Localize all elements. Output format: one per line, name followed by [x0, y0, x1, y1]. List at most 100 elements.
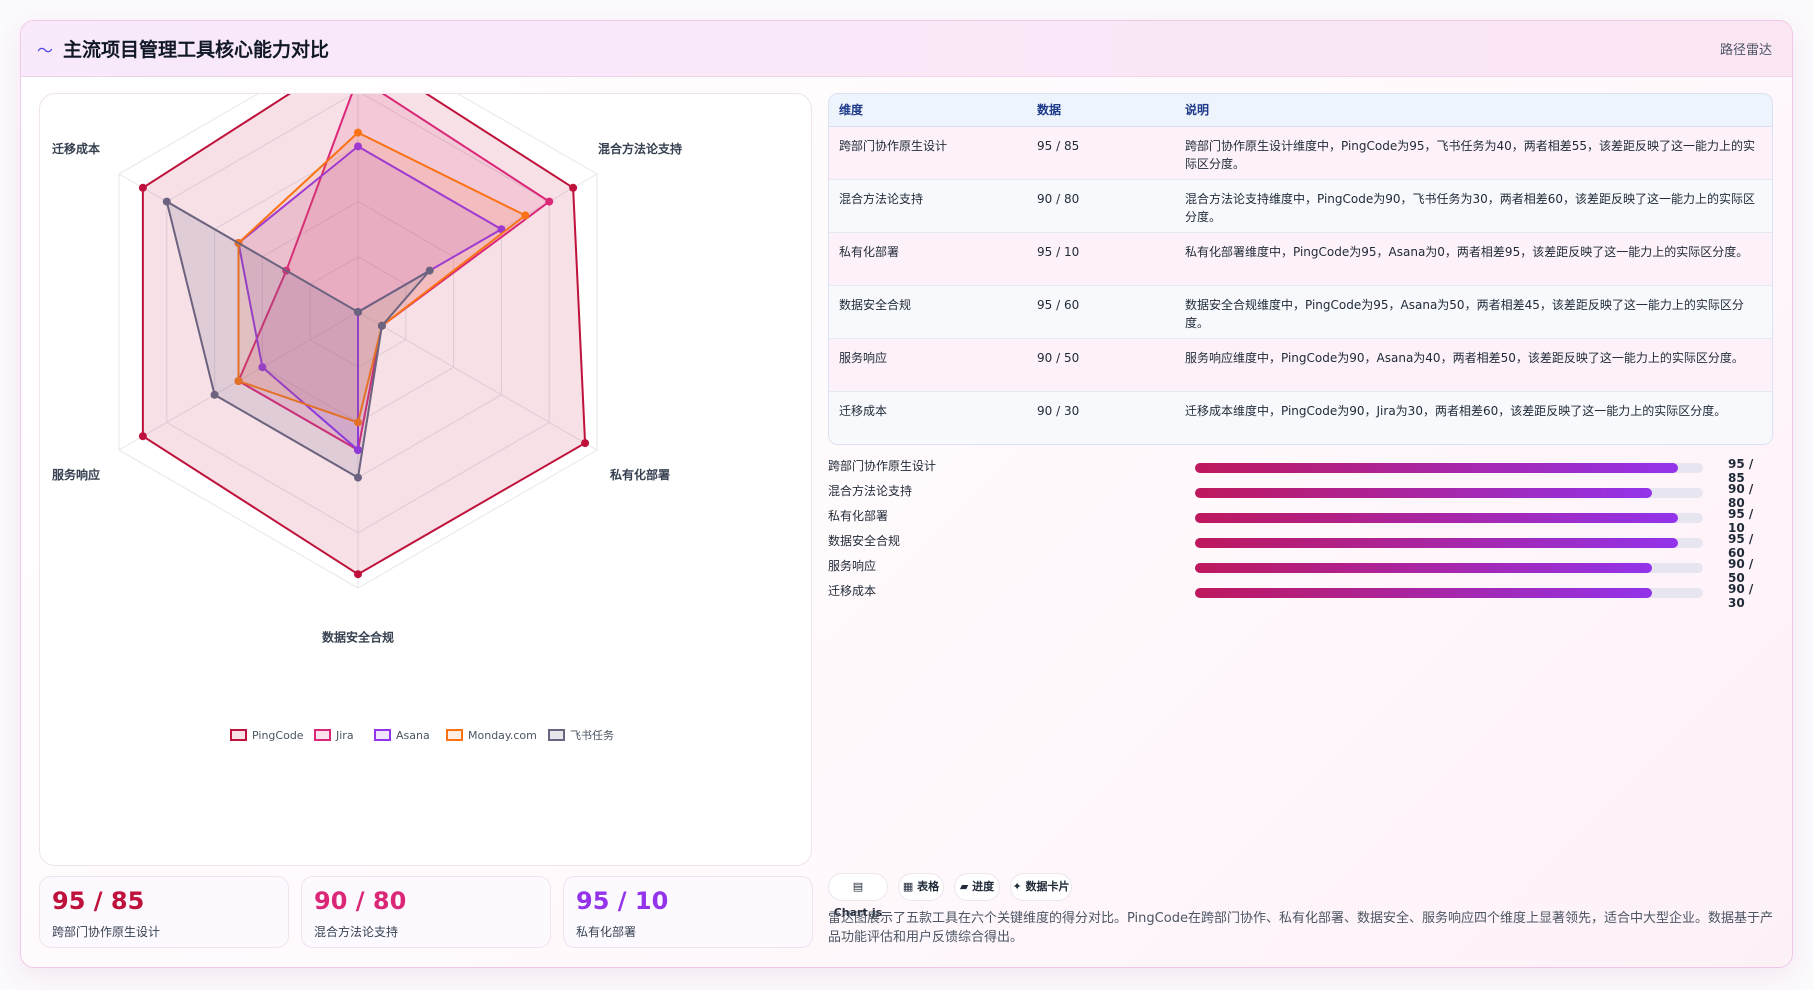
axis-label: 私有化部署 [609, 467, 670, 482]
legend-swatch [374, 729, 391, 741]
table-icon: ▦ [902, 880, 914, 893]
radar-chart: 跨部门协作原生设计混合方法论支持私有化部署数据安全合规服务响应迁移成本PingC… [52, 94, 682, 742]
stat-label: 私有化部署 [576, 925, 637, 939]
stat-card: 90 / 80 混合方法论支持 [301, 876, 551, 948]
chart-type-tag: 路径雷达 [1719, 43, 1772, 58]
cell-dimension: 混合方法论支持 [829, 179, 1027, 233]
progress-fill [1195, 488, 1653, 498]
progress-track [1195, 488, 1703, 498]
pill-label: 进度 [972, 880, 995, 893]
progress-value: 95 / 10 [1728, 507, 1754, 535]
progress-value: 90 / 30 [1728, 582, 1754, 610]
data-point [354, 308, 362, 316]
legend-swatch [446, 729, 463, 741]
cell-data: 95 / 85 [1027, 126, 1175, 180]
cell-desc: 混合方法论支持维度中，PingCode为90，飞书任务为30，两者相差60，该差… [1175, 179, 1772, 233]
progress-track [1195, 588, 1703, 598]
dashboard-card: 〜 主流项目管理工具核心能力对比 路径雷达 跨部门协作原生设计混合方法论支持私有… [20, 20, 1793, 968]
legend-label: 飞书任务 [570, 729, 614, 742]
progress-label: 混合方法论支持 [828, 484, 913, 498]
cell-desc: 跨部门协作原生设计维度中，PingCode为95，飞书任务为40，两者相差55，… [1175, 126, 1772, 180]
stat-value: 95 / 85 [52, 887, 145, 915]
legend-swatch [230, 729, 247, 741]
progress-label: 私有化部署 [828, 509, 889, 523]
progress-value: 90 / 80 [1728, 482, 1754, 510]
pill-label: 表格 [917, 880, 940, 893]
progress-value: 95 / 85 [1728, 457, 1754, 485]
progress-label: 跨部门协作原生设计 [828, 459, 937, 473]
cell-data: 90 / 50 [1027, 338, 1175, 392]
progress-row: 混合方法论支持 90 / 80 [828, 478, 1773, 510]
axis-label: 混合方法论支持 [598, 141, 682, 156]
progress-label: 数据安全合规 [828, 534, 901, 548]
cell-desc: 迁移成本维度中，PingCode为90，Jira为30，两者相差60，该差距反映… [1175, 391, 1772, 444]
progress-row: 迁移成本 90 / 30 [828, 578, 1773, 610]
pill-card[interactable]: ✦ 数据卡片 [1010, 873, 1072, 901]
data-point [354, 128, 362, 137]
card-header: 〜 主流项目管理工具核心能力对比 路径雷达 [21, 21, 1792, 77]
progress-row: 私有化部署 95 / 10 [828, 503, 1773, 535]
progress-fill [1195, 563, 1653, 573]
data-point [545, 197, 554, 206]
axis-label: 迁移成本 [52, 141, 100, 156]
data-point [258, 363, 267, 372]
pill-label: Chart.js [833, 906, 883, 919]
data-point [354, 570, 362, 579]
data-point [377, 321, 386, 330]
table-row: 迁移成本 90 / 30 迁移成本维度中，PingCode为90，Jira为30… [829, 391, 1772, 444]
data-point [354, 446, 362, 454]
table-row: 数据安全合规 95 / 60 数据安全合规维度中，PingCode为95，Asa… [829, 285, 1772, 339]
progress-row: 数据安全合规 95 / 60 [828, 528, 1773, 560]
progress-label: 迁移成本 [828, 584, 877, 598]
progress-icon: ▰ [959, 880, 969, 893]
pill-table[interactable]: ▦ 表格 [898, 873, 944, 901]
progress-track [1195, 513, 1703, 523]
cell-desc: 私有化部署维度中，PingCode为95，Asana为0，两者相差95，该差距反… [1175, 232, 1772, 286]
legend-swatch [548, 729, 565, 741]
stat-label: 跨部门协作原生设计 [52, 925, 161, 939]
cell-dimension: 数据安全合规 [829, 285, 1027, 339]
page-title: 主流项目管理工具核心能力对比 [63, 39, 330, 61]
chart-description: 雷达图展示了五款工具在六个关键维度的得分对比。PingCode在跨部门协作、私有… [828, 911, 1773, 945]
legend-swatch [314, 729, 331, 741]
data-point [354, 473, 362, 482]
pill-chartjs[interactable]: ▤ Chart.js [828, 873, 888, 919]
axis-label: 服务响应 [52, 467, 100, 482]
progress-fill [1195, 463, 1678, 473]
pill-label: 数据卡片 [1025, 880, 1070, 893]
stat-label: 混合方法论支持 [314, 925, 399, 939]
radar-chart-panel: 跨部门协作原生设计混合方法论支持私有化部署数据安全合规服务响应迁移成本PingC… [39, 93, 812, 866]
cell-dimension: 服务响应 [829, 338, 1027, 392]
cell-data: 95 / 60 [1027, 285, 1175, 339]
progress-fill [1195, 538, 1678, 548]
axis-line [357, 311, 598, 451]
header-desc: 说明 [1175, 94, 1772, 127]
legend-label: Jira [335, 729, 354, 742]
stat-value: 95 / 10 [576, 887, 669, 915]
cell-data: 90 / 30 [1027, 391, 1175, 444]
table-row: 私有化部署 95 / 10 私有化部署维度中，PingCode为95，Asana… [829, 232, 1772, 286]
data-table: 维度 数据 说明 跨部门协作原生设计 95 / 85 跨部门协作原生设计维度中，… [828, 93, 1773, 445]
wave-icon: 〜 [37, 41, 54, 60]
cell-data: 90 / 80 [1027, 179, 1175, 233]
chart-icon: ▤ [852, 880, 864, 893]
data-point [234, 377, 243, 385]
data-point [138, 183, 147, 192]
progress-fill [1195, 513, 1678, 523]
cell-desc: 数据安全合规维度中，PingCode为95，Asana为50，两者相差45，该差… [1175, 285, 1772, 339]
stat-card: 95 / 85 跨部门协作原生设计 [39, 876, 289, 948]
stat-value: 90 / 80 [314, 887, 407, 915]
table-row: 跨部门协作原生设计 95 / 85 跨部门协作原生设计维度中，PingCode为… [829, 126, 1772, 180]
legend-label: Monday.com [468, 729, 537, 742]
data-point [162, 197, 171, 206]
progress-list: 跨部门协作原生设计 95 / 85 混合方法论支持 90 / 80 私有化部署 … [828, 453, 1773, 610]
data-point [569, 183, 578, 192]
cell-dimension: 跨部门协作原生设计 [829, 126, 1027, 180]
axis-label: 数据安全合规 [322, 630, 394, 645]
cell-desc: 服务响应维度中，PingCode为90，Asana为40，两者相差50，该差距反… [1175, 338, 1772, 392]
card-icon: ✦ [1012, 880, 1022, 893]
pill-progress[interactable]: ▰ 进度 [954, 873, 1000, 901]
data-point [138, 432, 147, 441]
data-point [354, 142, 362, 151]
stat-card: 95 / 10 私有化部署 [563, 876, 813, 948]
